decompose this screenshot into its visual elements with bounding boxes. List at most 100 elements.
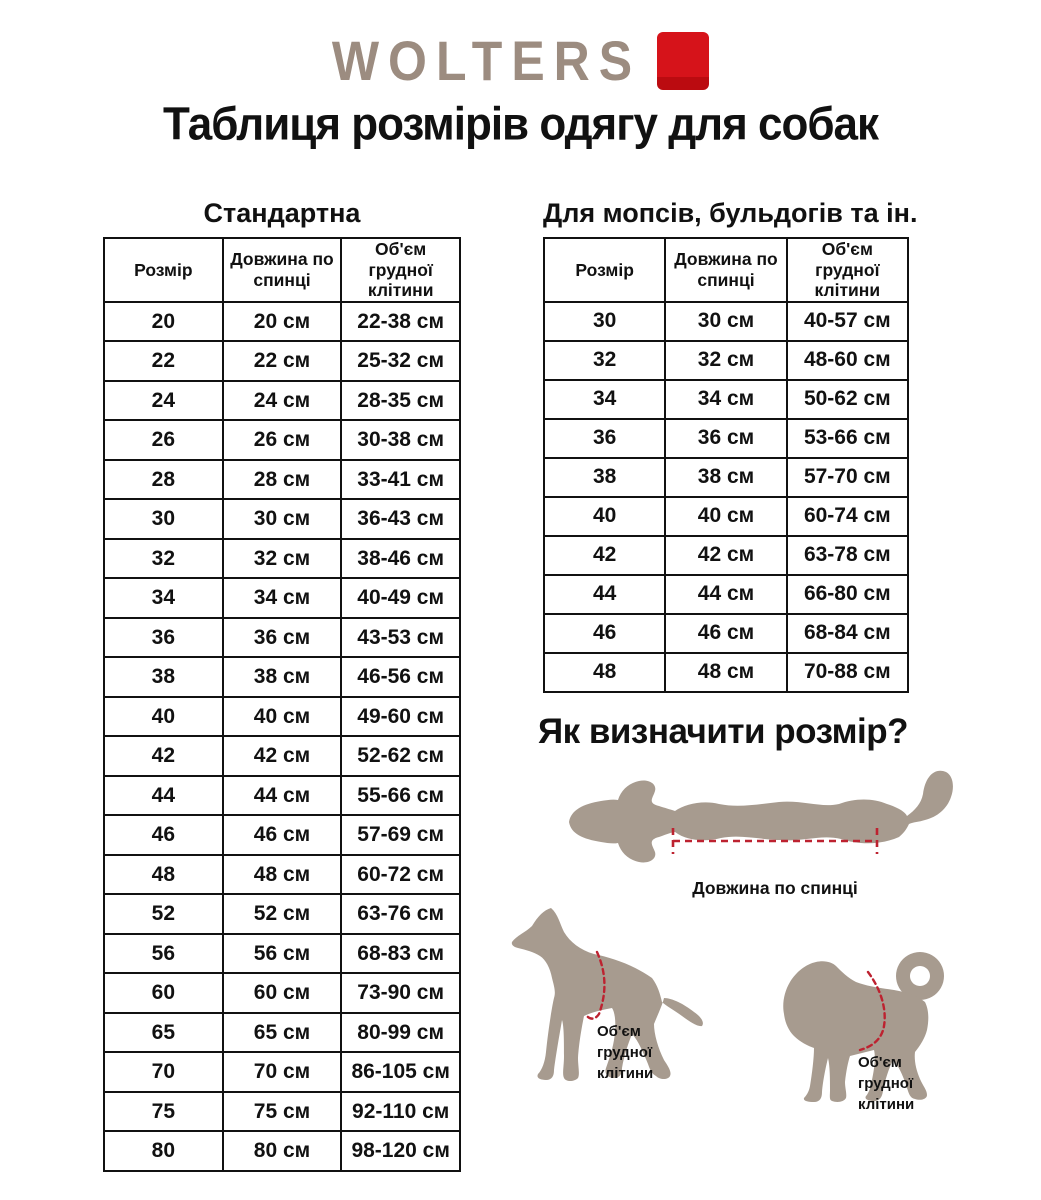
table-cell: 60-72 см — [340, 853, 461, 896]
table-cell: 80 — [103, 1130, 224, 1172]
table-cell: 38 — [103, 656, 224, 698]
table-cell: 22 — [103, 340, 224, 382]
table-cell: 68-84 см — [785, 612, 910, 654]
table-cell: 38-46 см — [340, 537, 461, 580]
table-cell: 46-56 см — [340, 656, 461, 698]
table-cell: 25-32 см — [340, 340, 461, 382]
standard-table-title: Стандартна — [203, 198, 361, 228]
table-cell: 48 см — [664, 651, 788, 693]
table-cell: 36 — [542, 417, 667, 459]
table-cell: 48 см — [221, 853, 343, 896]
table-cell: 30-38 см — [340, 419, 461, 461]
size-guide-title: Як визначити розмір? — [538, 712, 908, 751]
table-row: 28 28 см 33-41 см — [103, 458, 461, 501]
table-row: 24 24 см 28-35 см — [103, 379, 461, 422]
table-cell: 42 — [103, 735, 224, 777]
table-cell: 86-105 см — [340, 1051, 461, 1093]
table-row: 48 48 см 60-72 см — [103, 853, 461, 896]
table-cell: 68-83 см — [340, 932, 461, 975]
pug-table-head: Розмір Довжина по спинці Об'єм грудної клі… — [542, 237, 910, 303]
table-row: 80 80 см 98-120 см — [103, 1130, 461, 1172]
column-header: Об'єм грудної клітини — [340, 237, 461, 303]
table-cell: 40 — [103, 695, 224, 738]
table-cell: 36 — [103, 616, 224, 659]
table-cell: 36 см — [221, 616, 343, 659]
brand-logo-text: WOLTERS — [331, 29, 642, 93]
table-cell: 42 см — [664, 534, 788, 576]
pug-table-body: 30 30 см 40-57 см 32 32 см 48-60 см 34 34 см 50-… — [542, 300, 910, 693]
table-cell: 70 — [103, 1051, 224, 1093]
table-cell: 22 см — [221, 340, 343, 382]
column-header: Довжина по спинці — [664, 237, 788, 303]
table-row: 34 34 см 40-49 см — [103, 577, 461, 619]
table-cell: 22-38 см — [340, 300, 461, 343]
table-cell: 50-62 см — [785, 378, 910, 420]
table-cell: 38 см — [664, 456, 788, 498]
table-row: 40 40 см 60-74 см — [542, 495, 910, 537]
standard-table-head: Розмір Довжина по спинці Об'єм грудної клі… — [103, 237, 461, 303]
table-cell: 30 см — [221, 498, 343, 540]
table-cell: 46 — [542, 612, 667, 654]
table-row: 70 70 см 86-105 см — [103, 1051, 461, 1093]
table-row: 36 36 см 53-66 см — [542, 417, 910, 459]
table-row: 42 42 см 52-62 см — [103, 735, 461, 777]
table-cell: 44 — [103, 774, 224, 817]
table-cell: 44 — [542, 573, 667, 615]
table-cell: 28 — [103, 458, 224, 501]
table-cell: 65 см — [221, 1011, 343, 1054]
table-cell: 49-60 см — [340, 695, 461, 738]
table-row: 42 42 см 63-78 см — [542, 534, 910, 576]
chest-volume-label: Об'єм грудної клітини — [858, 1054, 915, 1113]
table-cell: 36 см — [664, 417, 788, 459]
table-row: 46 46 см 68-84 см — [542, 612, 910, 654]
standard-size-table: Розмір Довжина по спинці Об'єм грудної клі… — [103, 237, 461, 1172]
pug-size-table: Розмір Довжина по спинці Об'єм грудної клі… — [542, 237, 910, 693]
table-cell: 70 см — [221, 1051, 343, 1093]
table-cell: 80-99 см — [340, 1011, 461, 1054]
table-row: 44 44 см 66-80 см — [542, 573, 910, 615]
table-row: 65 65 см 80-99 см — [103, 1011, 461, 1054]
table-cell: 26 — [103, 419, 224, 461]
table-cell: 38 — [542, 456, 667, 498]
standard-size-section: Стандартна Розмір Довжина по спинці Об'єм … — [103, 198, 461, 1172]
table-cell: 30 — [542, 300, 667, 342]
table-cell: 48 — [103, 853, 224, 896]
table-row: 44 44 см 55-66 см — [103, 774, 461, 817]
table-cell: 52-62 см — [340, 735, 461, 777]
table-row: 22 22 см 25-32 см — [103, 340, 461, 382]
table-cell: 70-88 см — [785, 651, 910, 693]
table-row: 26 26 см 30-38 см — [103, 419, 461, 461]
table-row: 46 46 см 57-69 см — [103, 814, 461, 856]
chest-volume-label: Об'єм грудної клітини — [597, 1023, 654, 1082]
table-cell: 53-66 см — [785, 417, 910, 459]
table-cell: 34 см — [664, 378, 788, 420]
table-cell: 30 см — [664, 300, 788, 342]
table-cell: 42 см — [221, 735, 343, 777]
table-row: 40 40 см 49-60 см — [103, 695, 461, 738]
table-row: 34 34 см 50-62 см — [542, 378, 910, 420]
table-cell: 46 см — [221, 814, 343, 856]
table-cell: 60-74 см — [785, 495, 910, 537]
table-cell: 40 см — [221, 695, 343, 738]
table-cell: 80 см — [221, 1130, 343, 1172]
table-cell: 75 см — [221, 1090, 343, 1133]
table-row: 32 32 см 48-60 см — [542, 339, 910, 381]
table-cell: 66-80 см — [785, 573, 910, 615]
pug-table-title: Для мопсів, бульдогів та ін. — [543, 198, 918, 228]
table-cell: 20 — [103, 300, 224, 343]
table-cell: 28-35 см — [340, 379, 461, 422]
table-cell: 32 см — [664, 339, 788, 381]
table-cell: 48 — [542, 651, 667, 693]
table-cell: 30 — [103, 498, 224, 540]
table-cell: 73-90 см — [340, 972, 461, 1014]
table-row: 52 52 см 63-76 см — [103, 893, 461, 935]
table-cell: 42 — [542, 534, 667, 576]
table-cell: 55-66 см — [340, 774, 461, 817]
table-cell: 32 — [103, 537, 224, 580]
table-cell: 98-120 см — [340, 1130, 461, 1172]
table-cell: 28 см — [221, 458, 343, 501]
table-cell: 40-57 см — [785, 300, 910, 342]
table-cell: 26 см — [221, 419, 343, 461]
table-cell: 52 — [103, 893, 224, 935]
table-row: 60 60 см 73-90 см — [103, 972, 461, 1014]
